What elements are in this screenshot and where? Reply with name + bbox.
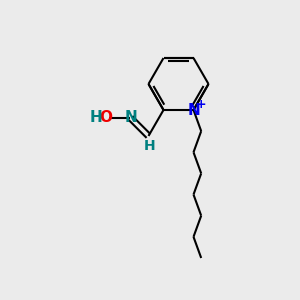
Text: N: N [188,103,201,118]
Text: O: O [99,110,112,124]
Text: +: + [196,98,206,111]
Text: N: N [125,110,137,124]
Text: H: H [90,110,103,124]
Text: H: H [144,139,155,153]
